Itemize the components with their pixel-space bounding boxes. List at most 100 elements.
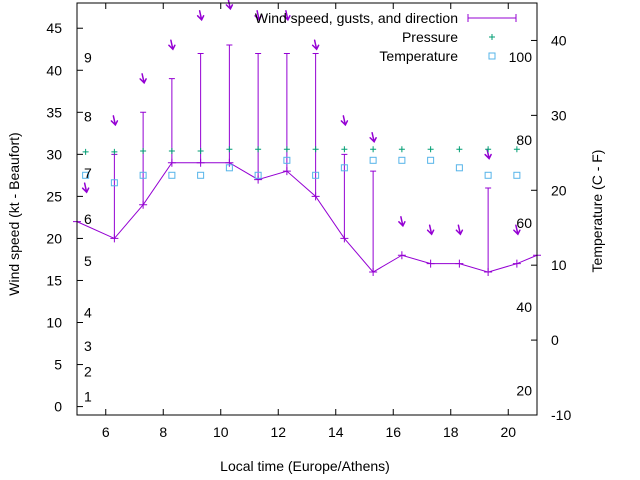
y-left-tick-label: 20 [46,230,62,246]
wind-gust-bar [485,187,492,273]
wind-direction-arrow [254,10,262,22]
x-tick-label: 18 [443,424,459,440]
beaufort-label: 3 [84,338,92,354]
pressure-point [82,148,89,155]
temperature-point [398,156,406,164]
pressure-point [283,146,290,153]
temperature-point [340,164,348,172]
pressure-point [197,147,204,154]
wind-gust-bar [197,52,204,163]
wind-gust-bar [341,153,348,239]
temperature-point [455,164,463,172]
temperature-point [110,179,118,187]
temperature-point [82,171,90,179]
x-tick-label: 14 [328,424,344,440]
fahrenheit-label: 80 [516,132,532,148]
beaufort-label: 4 [84,304,92,320]
pressure-point [485,146,492,153]
fahrenheit-label: 100 [509,49,533,65]
wind-direction-arrow [283,10,291,22]
pressure-point [255,146,262,153]
wind-direction-arrow [81,182,90,194]
y-right-tick-label: -10 [551,407,571,423]
x-tick-label: 6 [102,424,110,440]
y-left-tick-label: 10 [46,315,62,331]
wind-direction-arrow [139,73,147,85]
legend-label-temperature: Temperature [379,48,458,64]
y-left-tick-label: 25 [46,188,62,204]
temperature-point [283,156,291,164]
wind-direction-arrow [513,224,521,236]
y-left-tick-label: 15 [46,272,62,288]
wind-speed-point [455,259,464,268]
temperature-point [369,156,377,164]
wind-gust-bar [370,170,377,273]
wind-direction-arrow [110,115,119,127]
y-right-tick-label: 10 [551,257,567,273]
x-tick-label: 20 [500,424,516,440]
wind-direction-arrow [225,0,234,11]
pressure-point [168,147,175,154]
pressure-point [398,146,405,153]
beaufort-label: 7 [84,165,92,181]
pressure-point [427,146,434,153]
x-tick-label: 8 [159,424,167,440]
temperature-point [168,171,176,179]
y-left-tick-label: 0 [54,399,62,415]
plot-frame [76,2,538,416]
y-right-tick-label: 30 [551,107,567,123]
wind-direction-arrow [455,224,464,236]
pressure-point [370,146,377,153]
plot-area [73,0,541,277]
y-right-tick-label: 0 [551,332,559,348]
pressure-point [312,146,319,153]
wind-direction-arrow [311,39,320,51]
legend-sample-wind [467,14,517,22]
y-axis-right-label: Temperature (C - F) [589,150,605,273]
y-left-tick-label: 35 [46,104,62,120]
legend-sample-temperature [488,52,496,60]
y-left-tick-label: 30 [46,146,62,162]
temperature-point [197,171,205,179]
wind-direction-arrow [369,131,377,144]
wind-direction-arrow [398,216,406,228]
y-left-tick-label: 5 [54,357,62,373]
x-tick-label: 16 [385,424,401,440]
pressure-point [456,146,463,153]
pressure-point [226,146,233,153]
wind-gust-bar [140,111,147,205]
wind-speed-point [512,259,521,268]
wind-speed-point [426,259,435,268]
x-tick-label: 10 [213,424,229,440]
fahrenheit-label: 20 [516,382,532,398]
temperature-point [139,171,147,179]
axes [76,2,538,416]
y-axis-left-label: Wind speed (kt - Beaufort) [6,132,22,295]
wind-direction-arrow [340,115,349,127]
wind-direction-arrow [484,148,492,160]
legend-samples [467,14,517,60]
pressure-point [111,148,118,155]
y-right-tick-label: 40 [551,32,567,48]
legend-sample-pressure [489,34,495,40]
wind-gust-bar [255,52,262,180]
y-right-tick-label: 20 [551,182,567,198]
beaufort-label: 5 [84,253,92,269]
temperature-point [484,171,492,179]
temperature-point [513,171,521,179]
axis-labels: Local time (Europe/Athens) Wind speed (k… [6,132,605,474]
pressure-point [341,146,348,153]
beaufort-label: 8 [84,109,92,125]
beaufort-label: 1 [84,389,92,405]
y-left-tick-label: 45 [46,20,62,36]
legend: Wind speed, gusts, and direction Pressur… [255,10,517,64]
x-tick-label: 12 [270,424,286,440]
fahrenheit-label: 60 [516,215,532,231]
temperature-point [254,171,262,179]
tick-labels: 6 8 10 12 14 16 18 20051015202530354045-1001020… [46,20,571,440]
wind-direction-arrow [196,10,205,22]
x-axis-label: Local time (Europe/Athens) [220,458,390,474]
pressure-point [513,146,520,153]
